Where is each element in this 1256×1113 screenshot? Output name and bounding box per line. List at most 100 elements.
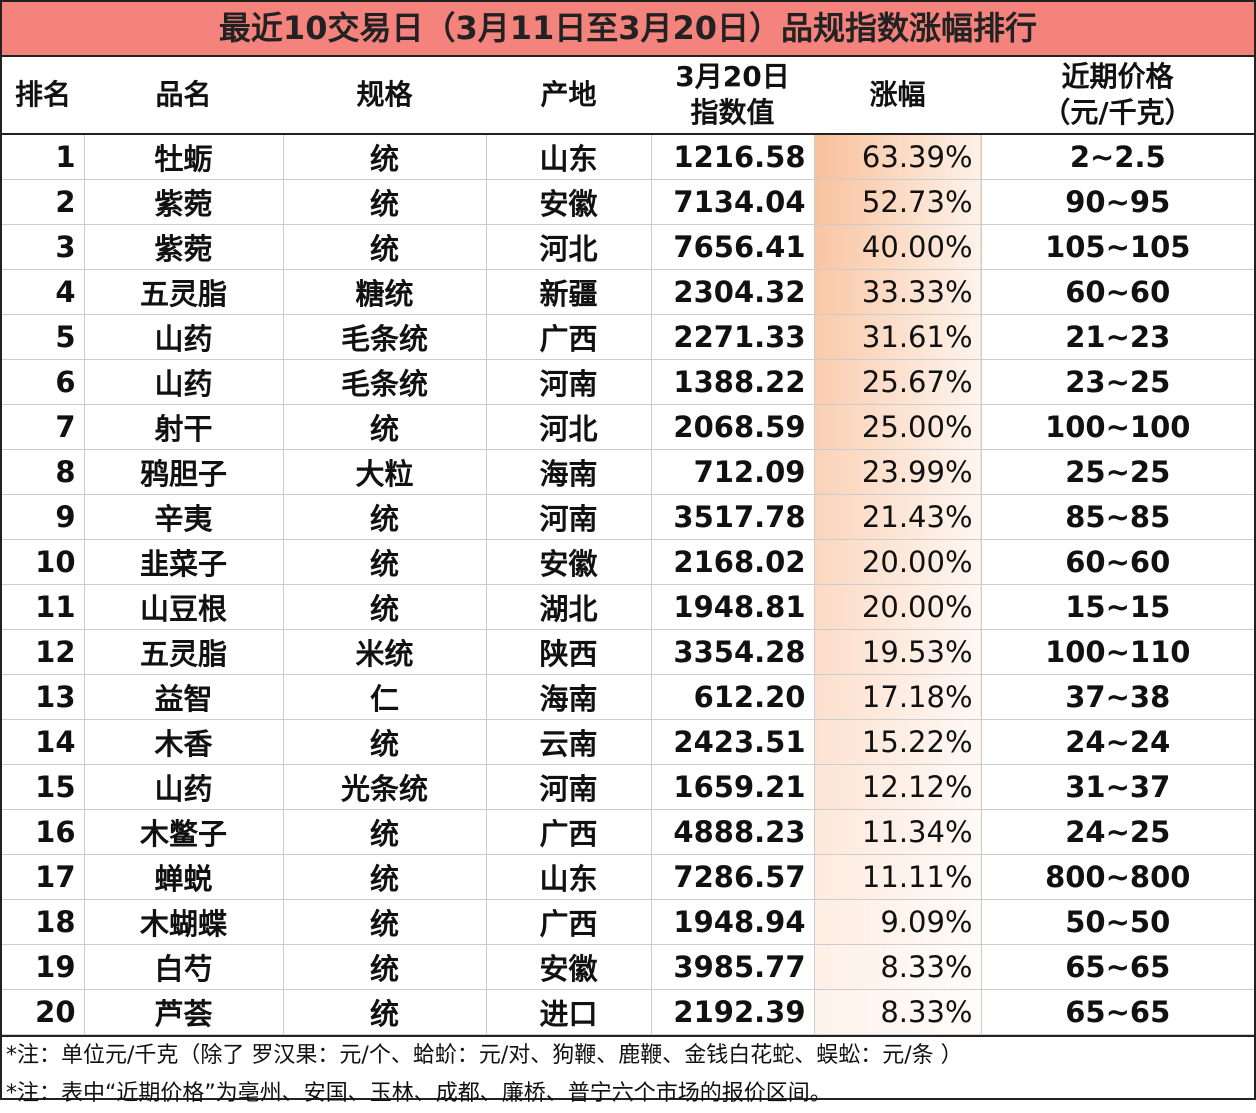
table-row: 8 鸦胆子 大粒 海南 712.09 23.99% 25~25 [2, 449, 1254, 495]
table-cell: 统 [282, 809, 486, 855]
column-header: 涨幅 [814, 57, 981, 135]
table-cell: 米统 [282, 629, 486, 675]
table-cell: 仁 [282, 674, 486, 720]
table-cell: 11.34% [813, 809, 981, 855]
table-cell: 河南 [485, 359, 651, 405]
table-cell: 24~25 [980, 809, 1254, 855]
table-cell: 40.00% [813, 224, 981, 270]
table-cell: 广西 [485, 314, 651, 360]
table-cell: 2423.51 [650, 719, 814, 765]
table-cell: 大粒 [282, 449, 486, 495]
table-cell: 山东 [485, 134, 651, 180]
table-cell: 52.73% [813, 179, 981, 225]
table-cell: 统 [282, 854, 486, 900]
table-cell: 1948.81 [650, 584, 814, 630]
table-row: 15 山药 光条统 河南 1659.21 12.12% 31~37 [2, 764, 1254, 810]
table-cell: 12.12% [813, 764, 981, 810]
table-cell: 50~50 [980, 899, 1254, 945]
table-row: 19 白芍统安徽 3985.77 8.33% 65~65 [2, 944, 1254, 990]
table-row: 17 蝉蜕统山东 7286.57 11.11% 800~800 [2, 854, 1254, 900]
table-cell: 37~38 [980, 674, 1254, 720]
table-cell: 1659.21 [650, 764, 814, 810]
table-row: 6 山药 毛条统 河南 1388.22 25.67% 23~25 [2, 359, 1254, 405]
table-cell: 90~95 [980, 179, 1254, 225]
table-cell: 25~25 [980, 449, 1254, 495]
table-cell: 18 [2, 899, 84, 945]
table-cell: 进口 [485, 989, 651, 1035]
table-row: 10 韭菜子统安徽 2168.02 20.00% 60~60 [2, 539, 1254, 585]
table-cell: 100~110 [980, 629, 1254, 675]
table-cell: 12 [2, 629, 84, 675]
table-cell: 统 [282, 719, 486, 765]
table-cell: 海南 [485, 449, 651, 495]
table-cell: 射干 [83, 404, 283, 450]
table-cell: 1 [2, 134, 84, 180]
table-row: 13 益智仁海南 612.20 17.18% 37~38 [2, 674, 1254, 720]
table-cell: 24~24 [980, 719, 1254, 765]
column-header: 产地 [486, 57, 651, 135]
note: *注：表中“近期价格”为亳州、安国、玉林、成都、廉桥、普宁六个市场的报价区间。 [6, 1081, 832, 1106]
table-cell: 19.53% [813, 629, 981, 675]
table-cell: 13 [2, 674, 84, 720]
table-cell: 7 [2, 404, 84, 450]
table-cell: 山豆根 [83, 584, 283, 630]
table-cell: 统 [282, 179, 486, 225]
table-cell: 五灵脂 [83, 269, 283, 315]
table-cell: 新疆 [485, 269, 651, 315]
table-cell: 21.43% [813, 494, 981, 540]
table-cell: 毛条统 [282, 314, 486, 360]
table-cell: 陕西 [485, 629, 651, 675]
table-cell: 31~37 [980, 764, 1254, 810]
table-cell: 8.33% [813, 944, 981, 990]
table-cell: 2271.33 [650, 314, 814, 360]
table-cell: 统 [282, 224, 486, 270]
table-cell: 65~65 [980, 989, 1254, 1035]
table-body: 1 牡蛎统山东 1216.58 63.39% 2~2.5 2 紫菀统安徽 7134.04 52.… [2, 134, 1254, 1035]
table-cell: 统 [282, 134, 486, 180]
table-cell: 山药 [83, 359, 283, 405]
table-cell: 湖北 [485, 584, 651, 630]
table-cell: 辛夷 [83, 494, 283, 540]
table-cell: 3 [2, 224, 84, 270]
table-row: 16 木鳖子统广西 4888.23 11.34% 24~25 [2, 809, 1254, 855]
table-cell: 6 [2, 359, 84, 405]
table-cell: 益智 [83, 674, 283, 720]
table-cell: 3985.77 [650, 944, 814, 990]
table-cell: 河南 [485, 494, 651, 540]
table-cell: 统 [282, 404, 486, 450]
table-cell: 蝉蜕 [83, 854, 283, 900]
table-cell: 安徽 [485, 179, 651, 225]
table-cell: 100~100 [980, 404, 1254, 450]
table-cell: 木香 [83, 719, 283, 765]
table-title: 最近10交易日（3月11日至3月20日）品规指数涨幅排行 [2, 2, 1254, 57]
table-cell: 3517.78 [650, 494, 814, 540]
table-cell: 20.00% [813, 539, 981, 585]
table-cell: 海南 [485, 674, 651, 720]
table-cell: 五灵脂 [83, 629, 283, 675]
table-cell: 65~65 [980, 944, 1254, 990]
table-cell: 安徽 [485, 944, 651, 990]
table-cell: 17.18% [813, 674, 981, 720]
table-row: 14 木香统云南 2423.51 15.22% 24~24 [2, 719, 1254, 765]
table-cell: 25.67% [813, 359, 981, 405]
table-cell: 20.00% [813, 584, 981, 630]
table-row: 1 牡蛎统山东 1216.58 63.39% 2~2.5 [2, 134, 1254, 180]
table-cell: 60~60 [980, 539, 1254, 585]
table-cell: 河北 [485, 404, 651, 450]
ranking-table: 排名 品名 规格 产地 3月20日 指数值 涨幅 近期价格 （元/千克） 1 牡蛎统山东 121… [2, 57, 1254, 1035]
notes: *注：单位元/千克（除了 罗汉果：元/个、蛤蚧：元/对、狗鞭、鹿鞭、金钱白花蛇、… [2, 1035, 1254, 1113]
table-cell: 25.00% [813, 404, 981, 450]
table-cell: 牡蛎 [83, 134, 283, 180]
column-header: 近期价格 （元/千克） [981, 57, 1254, 135]
table-cell: 韭菜子 [83, 539, 283, 585]
table-row: 11 山豆根统湖北 1948.81 20.00% 15~15 [2, 584, 1254, 630]
table-cell: 芦荟 [83, 989, 283, 1035]
table-row: 5 山药 毛条统 广西 2271.33 31.61% 21~23 [2, 314, 1254, 360]
table-cell: 11.11% [813, 854, 981, 900]
table-cell: 光条统 [282, 764, 486, 810]
table-cell: 统 [282, 494, 486, 540]
column-header: 规格 [283, 57, 486, 135]
column-header: 3月20日 指数值 [651, 57, 814, 135]
table-cell: 广西 [485, 809, 651, 855]
table-cell: 统 [282, 944, 486, 990]
